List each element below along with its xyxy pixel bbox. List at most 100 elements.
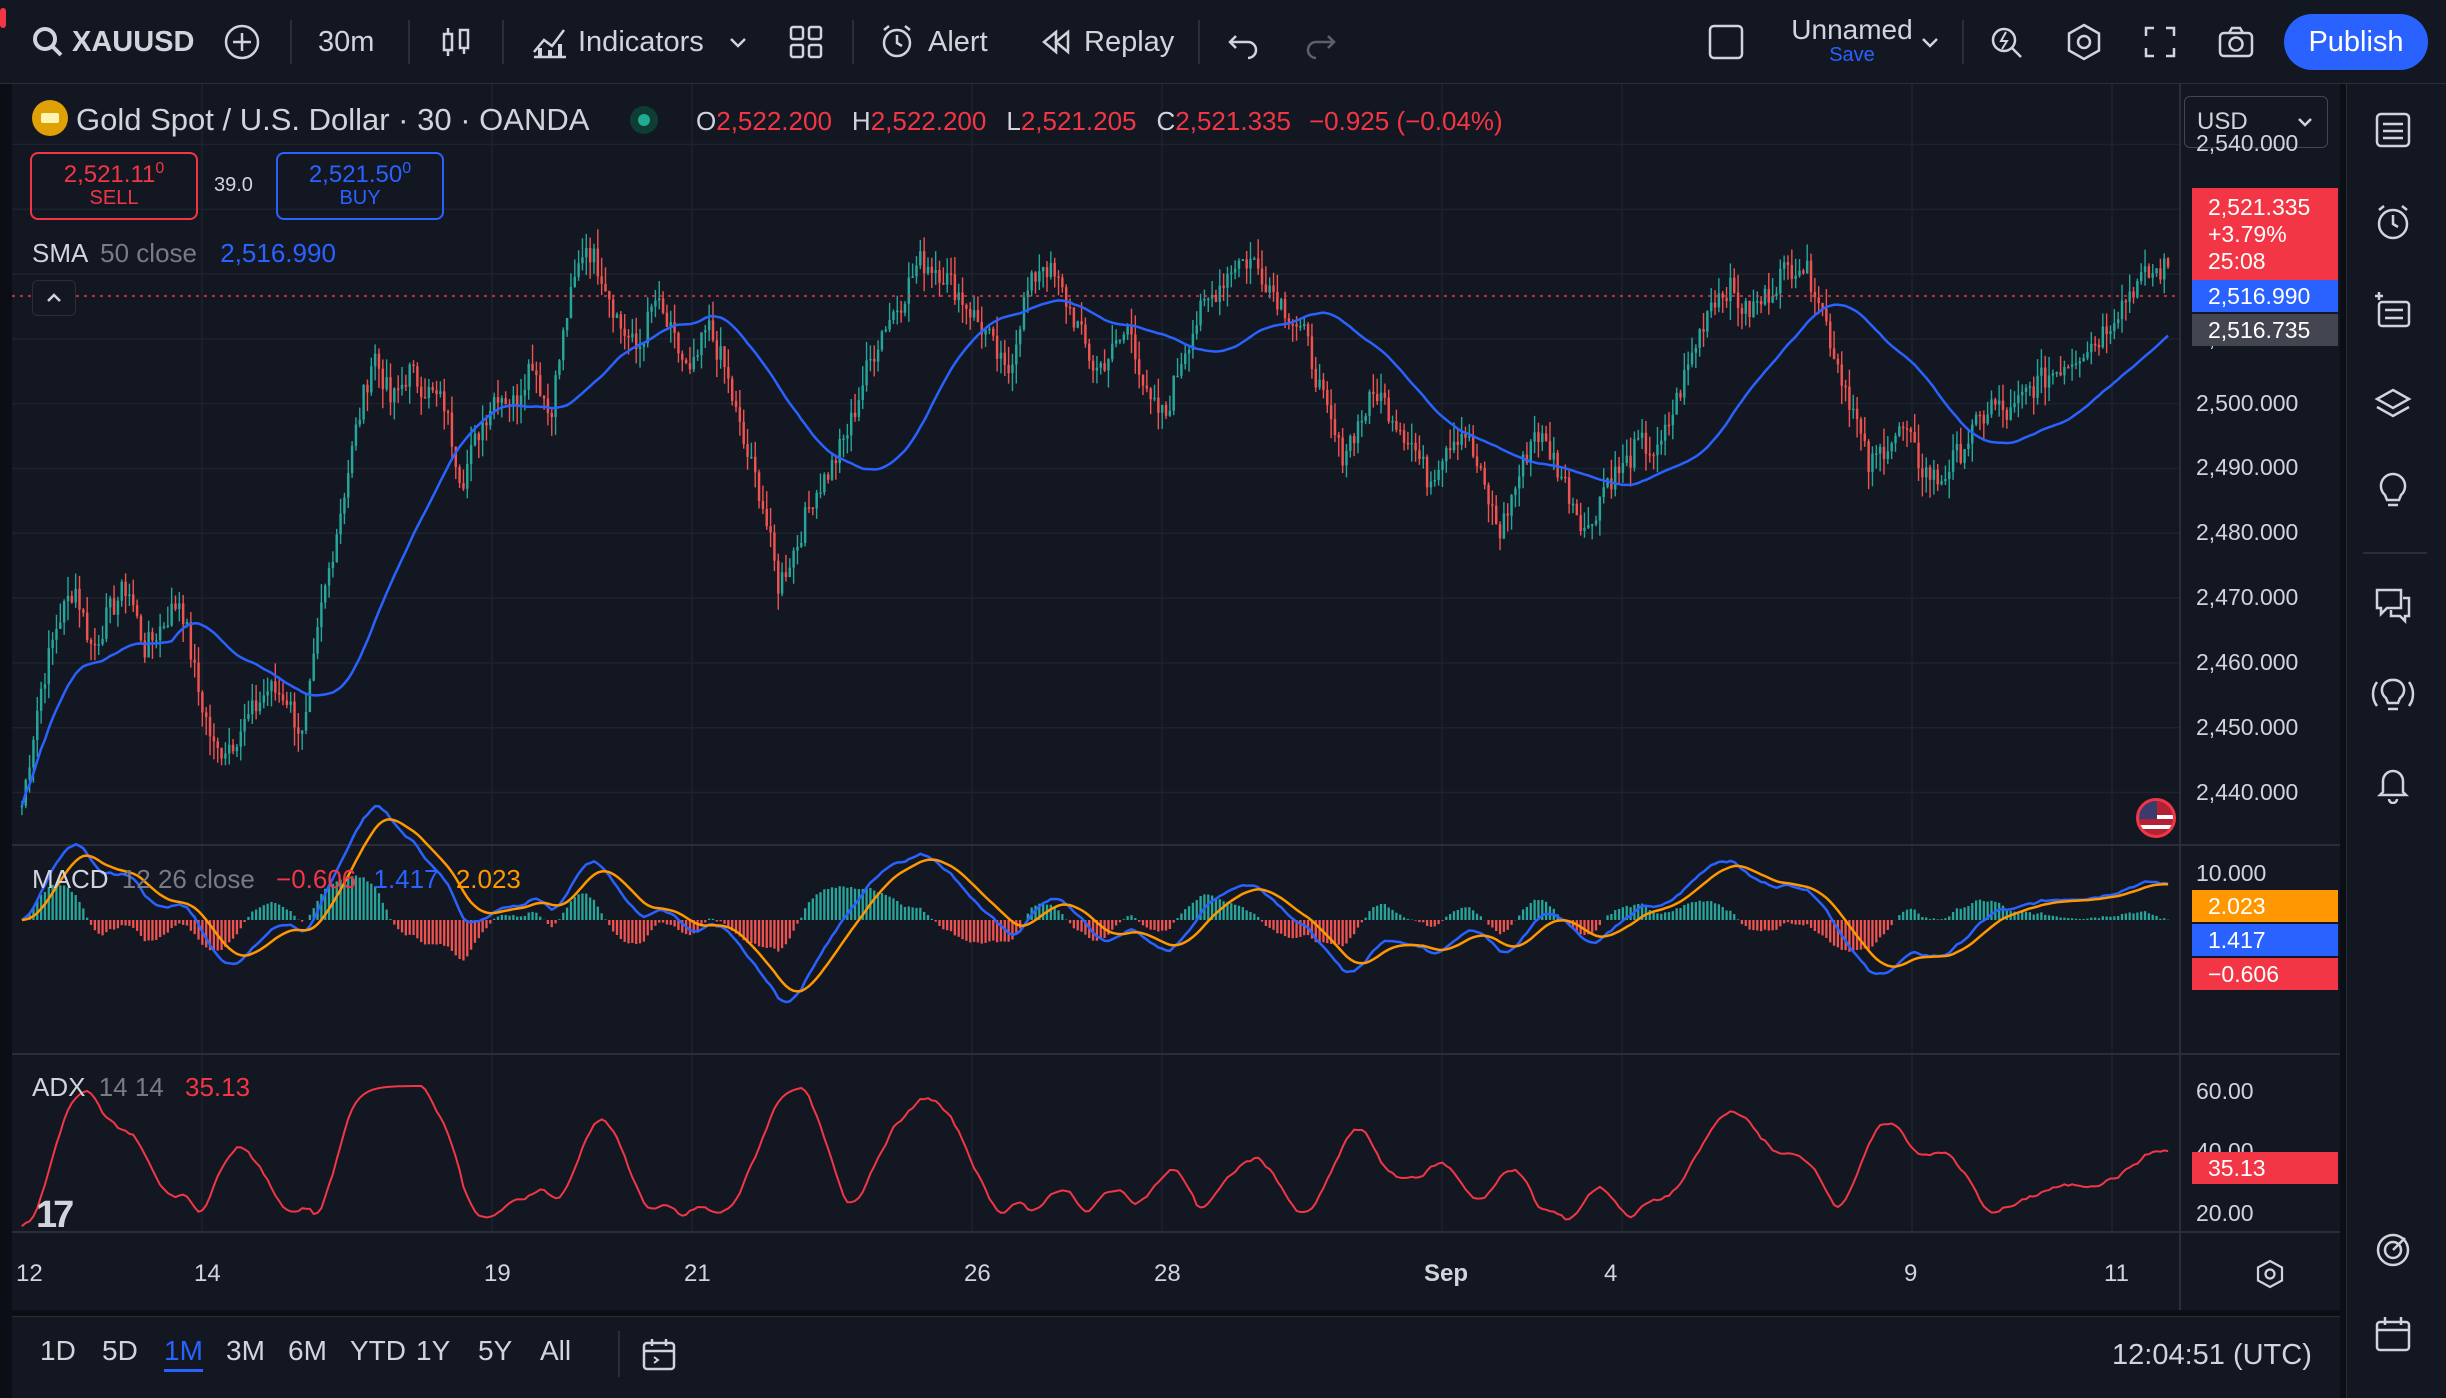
candle-body xyxy=(2105,326,2108,335)
range-button-3m[interactable]: 3M xyxy=(226,1335,265,1366)
candle-body xyxy=(961,292,964,305)
macd-tag: 1.417 xyxy=(2192,924,2338,956)
tradingview-logo[interactable]: 17 xyxy=(36,1194,74,1236)
candle-body xyxy=(135,605,139,617)
sell-button[interactable]: 2,521.110 SELL xyxy=(30,152,198,220)
candle-body xyxy=(2063,367,2066,376)
candle-body xyxy=(243,718,246,732)
candle-body xyxy=(1111,343,1114,360)
layout-checkbox[interactable] xyxy=(1706,16,1746,68)
candle-body xyxy=(999,352,1003,359)
candle-body xyxy=(658,298,661,301)
calendar-button[interactable] xyxy=(2373,1314,2413,1359)
notifications-button[interactable] xyxy=(2373,764,2413,809)
candle-body xyxy=(588,247,592,263)
candle-body xyxy=(204,712,208,718)
price-tick-label: 2,500.000 xyxy=(2196,389,2299,416)
candle-body xyxy=(1871,453,1874,473)
symbol-search-button[interactable]: XAUUSD xyxy=(28,16,194,68)
candle-body xyxy=(1122,334,1126,341)
price-tick-label: 2,460.000 xyxy=(2196,648,2299,675)
collapse-legend-button[interactable] xyxy=(32,280,76,316)
candle-body xyxy=(1802,270,1805,274)
publish-button[interactable]: Publish xyxy=(2284,14,2428,70)
candle-body xyxy=(2093,343,2097,346)
gear-icon xyxy=(2067,23,2101,61)
fullscreen-button[interactable] xyxy=(2140,16,2180,68)
candle-body xyxy=(1041,267,1045,272)
candle-body xyxy=(926,266,930,274)
candle-body xyxy=(1268,285,1271,293)
candle-body xyxy=(431,387,434,391)
chart-area[interactable]: Gold Spot / U.S. Dollar · 30 · OANDA O 2… xyxy=(12,84,2340,1310)
utc-clock[interactable]: 12:04:51 (UTC) xyxy=(2112,1339,2312,1371)
range-button-all[interactable]: All xyxy=(540,1335,572,1366)
candle-body xyxy=(1560,476,1563,479)
macd-legend[interactable]: MACD 12 26 close −0.606 1.417 2.023 xyxy=(32,864,521,895)
indicators-button[interactable]: Indicators xyxy=(530,16,750,68)
range-button-1y[interactable]: 1Y xyxy=(416,1335,451,1366)
candle-body xyxy=(1944,479,1947,482)
candle-body xyxy=(992,328,995,336)
range-button-5d[interactable]: 5D xyxy=(102,1335,138,1366)
candle-body xyxy=(1955,443,1959,451)
candle-body xyxy=(627,335,630,338)
candle-body xyxy=(1598,497,1602,521)
redo-button[interactable] xyxy=(1300,16,1340,68)
alerts-panel-button[interactable] xyxy=(2373,202,2413,247)
range-button-ytd[interactable]: YTD xyxy=(350,1335,406,1366)
chevron-down-icon[interactable] xyxy=(726,30,750,54)
sma-legend[interactable]: SMA 50 close 2,516.990 xyxy=(32,238,336,269)
snapshot-button[interactable] xyxy=(2216,16,2256,68)
time-tick-label: 12 xyxy=(16,1260,43,1287)
candle-body xyxy=(308,680,312,712)
candle-body xyxy=(1222,285,1225,288)
candle-body xyxy=(1994,399,1997,405)
quick-search-button[interactable] xyxy=(1986,16,2026,68)
range-button-5y[interactable]: 5Y xyxy=(478,1335,513,1366)
candle-body xyxy=(2024,387,2028,392)
chats-button[interactable] xyxy=(2373,584,2413,629)
dom-button[interactable] xyxy=(2373,1230,2413,1275)
object-tree-button[interactable] xyxy=(2373,290,2413,335)
layout-name: Unnamed xyxy=(1791,14,1913,45)
data-window-button[interactable] xyxy=(2373,384,2413,429)
templates-button[interactable] xyxy=(786,16,826,68)
chart-canvas[interactable] xyxy=(12,84,2340,1310)
streams-button[interactable] xyxy=(2367,674,2419,723)
replay-button[interactable]: Replay xyxy=(1036,16,1174,68)
candle-body xyxy=(538,375,542,396)
watchlist-button[interactable] xyxy=(2373,110,2413,155)
currency-select[interactable]: USD xyxy=(2184,96,2328,148)
us-flag-event-icon[interactable] xyxy=(2136,798,2176,838)
instrument-title[interactable]: Gold Spot / U.S. Dollar · 30 · OANDA xyxy=(76,102,590,137)
layout-menu-button[interactable] xyxy=(1918,16,1942,68)
undo-button[interactable] xyxy=(1224,16,1264,68)
market-status-icon[interactable] xyxy=(630,106,658,134)
candle-body xyxy=(358,419,362,425)
ideas-button[interactable] xyxy=(2373,470,2413,515)
buy-button[interactable]: 2,521.500 BUY xyxy=(276,152,444,220)
candle-body xyxy=(765,508,768,527)
save-link[interactable]: Save xyxy=(1829,44,1875,66)
chart-type-button[interactable] xyxy=(436,16,476,68)
candle-body xyxy=(1825,308,1828,322)
settings-button[interactable] xyxy=(2064,16,2104,68)
axis-settings-button[interactable] xyxy=(2254,1258,2286,1295)
range-button-1d[interactable]: 1D xyxy=(40,1335,76,1366)
candle-body xyxy=(1844,385,1847,388)
range-button-6m[interactable]: 6M xyxy=(288,1335,327,1366)
candle-body xyxy=(1625,455,1628,464)
ohlc-values: O 2,522.200 H 2,522.200 L 2,521.205 C 2,… xyxy=(696,106,1503,137)
go-to-date-button[interactable] xyxy=(640,1335,680,1380)
adx-legend[interactable]: ADX 14 14 35.13 xyxy=(32,1072,250,1103)
range-button-1m[interactable]: 1M xyxy=(164,1335,203,1372)
alert-button[interactable]: Alert xyxy=(878,16,988,68)
candle-body xyxy=(869,358,872,361)
interval-button[interactable]: 30m xyxy=(318,25,375,58)
layout-name-button[interactable]: Unnamed Save xyxy=(1772,14,1932,74)
compare-symbol-button[interactable] xyxy=(222,16,262,68)
candle-body xyxy=(1199,300,1202,326)
candle-body xyxy=(1241,259,1245,261)
candle-body xyxy=(1652,454,1655,457)
